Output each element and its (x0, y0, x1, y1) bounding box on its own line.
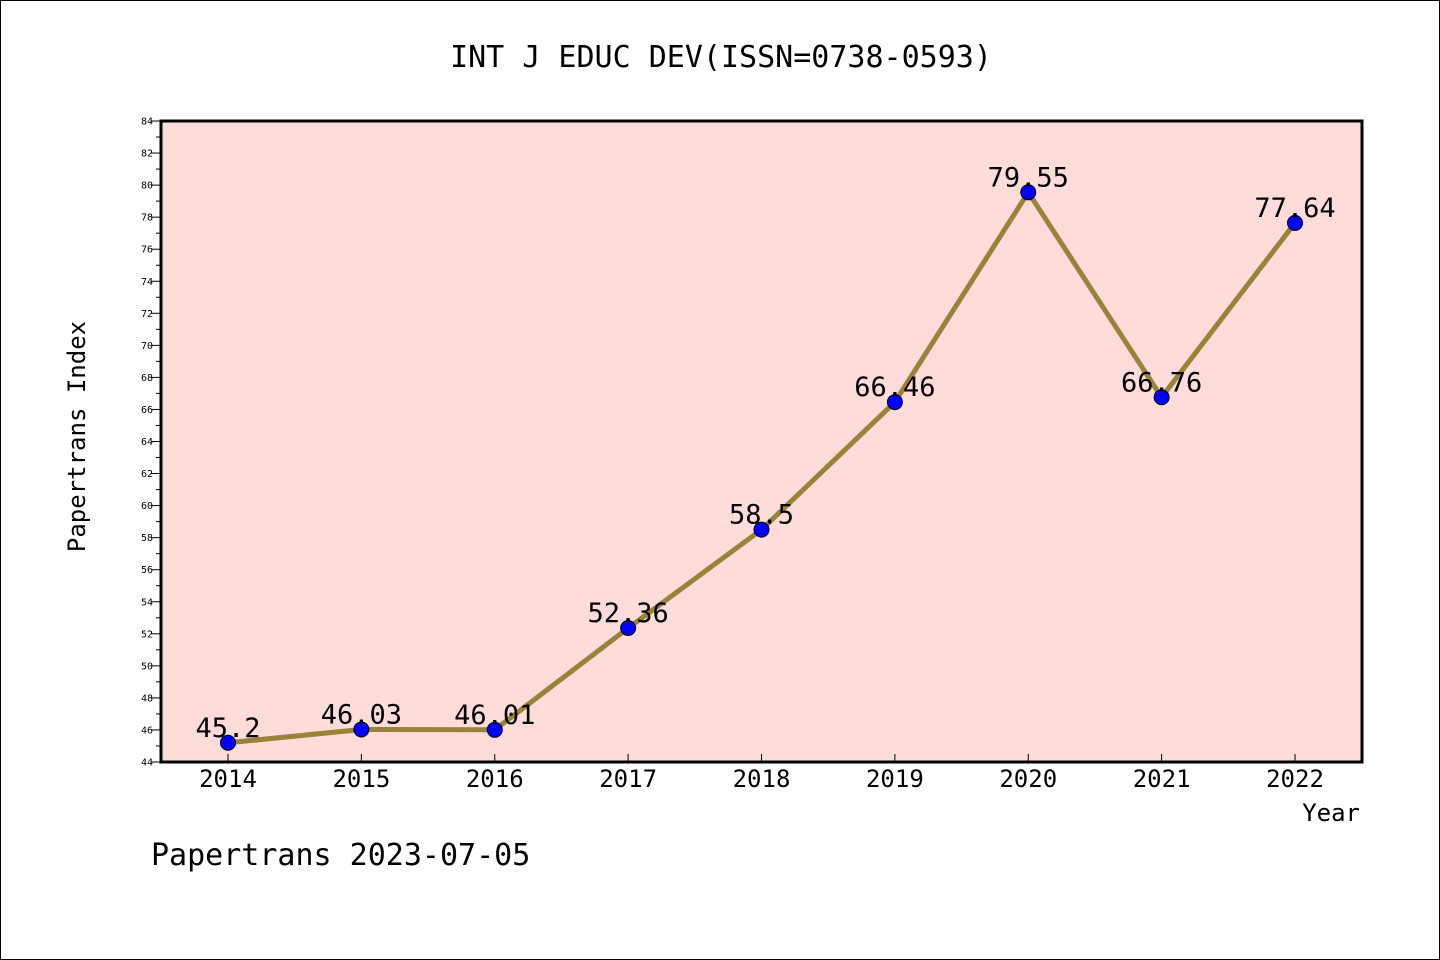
plot-area (161, 121, 1362, 762)
data-label: 58.5 (729, 500, 794, 531)
y-tick-label: 48 (141, 693, 153, 704)
x-tick-label: 2019 (866, 765, 924, 793)
data-point (1020, 184, 1037, 201)
data-point (886, 394, 903, 411)
data-point (1287, 214, 1303, 231)
y-tick-label: 82 (141, 149, 153, 160)
y-tick-label: 80 (141, 181, 153, 192)
y-tick-label: 84 (141, 117, 153, 128)
data-label: 79.55 (988, 162, 1069, 193)
chart-title: INT J EDUC DEV(ISSN=0738-0593) (450, 40, 992, 75)
x-tick-label: 2018 (733, 765, 791, 793)
y-tick-label: 50 (141, 661, 153, 672)
data-point (1153, 389, 1170, 406)
plot-frame (159, 119, 1364, 764)
y-tick-label: 78 (141, 213, 153, 224)
data-label: 66.46 (854, 372, 935, 403)
x-axis: 2014 2015 2016 2017 2018 2019 2020 2021 2022 (199, 754, 1324, 793)
y-tick-label: 54 (141, 597, 153, 608)
x-tick-label: 2020 (999, 765, 1057, 793)
data-point (486, 721, 503, 738)
y-tick-label: 74 (141, 277, 153, 288)
y-tick-label: 76 (141, 245, 153, 256)
x-tick-label: 2016 (466, 765, 524, 793)
data-label: 77.64 (1254, 193, 1335, 224)
x-tick-label: 2022 (1266, 765, 1324, 793)
y-tick-label: 60 (141, 501, 153, 512)
data-label: 46.03 (321, 699, 402, 730)
y-tick-label: 56 (141, 565, 153, 576)
y-axis: 44 46 48 50 52 54 56 58 60 62 64 66 68 70 72 74 76 78 80 82… (141, 117, 161, 769)
y-tick-label: 64 (141, 437, 153, 448)
data-point (620, 620, 637, 637)
y-tick-label: 52 (141, 629, 153, 640)
x-axis-label: Year (1302, 799, 1360, 827)
data-label: 52.36 (587, 598, 668, 629)
x-tick-label: 2017 (599, 765, 657, 793)
y-tick-label: 58 (141, 533, 153, 544)
data-label: 45.2 (195, 713, 260, 744)
x-tick-label: 2014 (199, 765, 257, 793)
x-tick-label: 2015 (332, 765, 390, 793)
series-layer: 45.2 46.03 46.01 52.36 58.5 66.46 79.55 66.76 77… (195, 162, 1336, 751)
data-point (753, 521, 770, 538)
footer-text: Papertrans 2023-07-05 (151, 838, 530, 873)
data-label: 46.01 (454, 700, 535, 731)
data-point (353, 721, 370, 738)
y-tick-label: 66 (141, 405, 153, 416)
y-tick-label: 68 (141, 373, 153, 384)
y-tick-label: 44 (141, 758, 153, 769)
y-axis-label: Papertrans Index (63, 321, 91, 552)
y-tick-label: 70 (141, 341, 153, 352)
x-tick-label: 2021 (1133, 765, 1191, 793)
data-label: 66.76 (1121, 367, 1202, 398)
data-point (220, 734, 236, 751)
y-tick-label: 72 (141, 309, 153, 320)
y-tick-label: 46 (141, 725, 153, 736)
y-tick-label: 62 (141, 469, 153, 480)
